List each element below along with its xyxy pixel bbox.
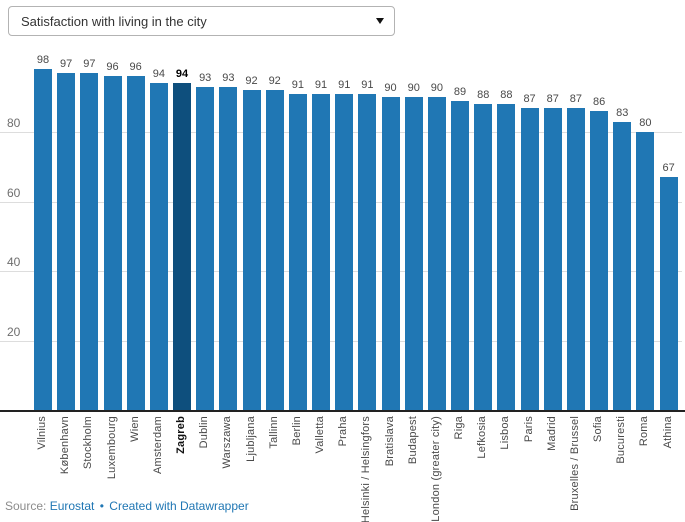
bar-Bucuresti[interactable] — [613, 121, 632, 410]
x-axis-label: Stockholm — [82, 416, 95, 470]
x-axis-label: Warszawa — [221, 416, 234, 469]
bar-value-label: 89 — [453, 85, 467, 98]
bar-Ljubljana[interactable] — [242, 90, 261, 410]
bar-value-label: 91 — [291, 78, 304, 91]
bar-Amsterdam[interactable] — [149, 83, 168, 410]
x-axis-label: Praha — [337, 416, 350, 447]
footer: Source: Eurostat • Created with Datawrap… — [5, 499, 249, 513]
x-axis-label: Roma — [638, 416, 651, 447]
bar-Praha[interactable] — [335, 93, 354, 410]
bar-value-label: 83 — [616, 106, 629, 119]
x-axis-label: Tallinn — [267, 416, 280, 449]
bar-value-label: 91 — [361, 78, 374, 91]
y-tick-label-60: 60 — [7, 185, 21, 200]
x-axis-label: Riga — [453, 416, 466, 440]
bar-value-label: 91 — [314, 78, 328, 91]
bar-value-label: 67 — [662, 162, 675, 175]
bar-Dublin[interactable] — [196, 86, 215, 410]
bar-value-label: 96 — [106, 61, 119, 74]
x-axis-label: Athina — [661, 416, 674, 449]
bar-Paris[interactable] — [520, 107, 539, 410]
bar-value-label: 96 — [129, 61, 142, 74]
bar-Berlin[interactable] — [288, 93, 307, 410]
bar-Riga[interactable] — [451, 100, 470, 410]
x-axis-label: Helsinki / Helsingfors — [360, 416, 373, 522]
bar-Tallinn[interactable] — [265, 90, 284, 410]
bar-value-label: 93 — [199, 71, 212, 84]
bar-Sofia[interactable] — [590, 111, 609, 410]
bar-value-label: 91 — [338, 78, 351, 91]
bar-Vilnius[interactable] — [34, 69, 52, 410]
bar-Madrid[interactable] — [543, 107, 562, 410]
bar-value-label: 94 — [152, 68, 165, 81]
x-axis-label: Lisboa — [499, 416, 512, 450]
bar-Helsinki / Helsingfors[interactable] — [358, 93, 377, 410]
x-axis-label: London (greater city) — [429, 416, 442, 522]
bar-Wien[interactable] — [126, 76, 145, 410]
bar-Valletta[interactable] — [312, 93, 331, 410]
metric-select-value: Satisfaction with living in the city — [21, 13, 207, 29]
bar-value-label: 87 — [523, 92, 536, 105]
bar-value-label: 90 — [407, 82, 420, 95]
x-axis-label: Berlin — [290, 416, 303, 446]
bar-value-label: 98 — [36, 54, 50, 67]
x-axis-label: Wien — [128, 416, 141, 442]
bar-value-label: 93 — [222, 71, 235, 84]
bar-Stockholm[interactable] — [80, 72, 99, 410]
x-axis-label: Ljubljana — [244, 416, 257, 462]
x-axis-label: Valletta — [314, 416, 327, 454]
x-axis-label: Luxembourg — [105, 416, 118, 480]
bar-value-label: 97 — [60, 57, 73, 70]
chevron-down-icon — [376, 18, 384, 24]
bar-value-label: 92 — [268, 75, 281, 88]
x-axis-line — [0, 410, 685, 412]
footer-separator: • — [99, 499, 104, 513]
bar-Budapest[interactable] — [404, 97, 423, 410]
x-axis-label: Lefkosia — [476, 416, 489, 459]
y-tick-label-40: 40 — [7, 255, 21, 269]
x-axis-label: Bratislava — [383, 416, 396, 467]
x-axis-label: Madrid — [545, 416, 558, 451]
bar-value-label: 87 — [546, 92, 559, 105]
metric-select[interactable]: Satisfaction with living in the city — [8, 6, 395, 36]
bar-København[interactable] — [57, 72, 76, 410]
bar-value-label: 97 — [83, 57, 96, 70]
x-axis-label: Amsterdam — [151, 416, 164, 475]
bar-Zagreb[interactable] — [173, 83, 192, 410]
bar-value-label: 88 — [500, 89, 513, 102]
x-axis-label: Bruxelles / Brussel — [568, 416, 581, 511]
bar-value-label: 87 — [569, 92, 583, 105]
bar-Roma[interactable] — [636, 132, 655, 410]
bar-value-label: 80 — [639, 117, 652, 129]
bar-Warszawa[interactable] — [219, 86, 238, 410]
source-link[interactable]: Eurostat — [49, 499, 95, 513]
bar-value-label: 90 — [430, 82, 443, 95]
x-axis-label: Sofia — [592, 416, 605, 443]
bar-value-label: 94 — [175, 68, 189, 81]
x-axis-label: Paris — [522, 416, 535, 443]
bar-Bratislava[interactable] — [381, 97, 400, 410]
y-tick-label-80: 80 — [7, 116, 21, 130]
x-axis-label: København — [59, 416, 72, 475]
x-axis-label: Bucuresti — [615, 416, 628, 464]
bar-Lisboa[interactable] — [497, 104, 516, 410]
x-axis-label: Vilnius — [36, 416, 48, 450]
bar-value-label: 92 — [245, 75, 258, 88]
y-tick-label-20: 20 — [7, 324, 21, 339]
bar-value-label: 90 — [384, 82, 397, 95]
bar-London (greater city)[interactable] — [427, 97, 446, 410]
source-label: Source: — [5, 499, 47, 513]
bar-value-label: 88 — [477, 89, 490, 102]
bar-value-label: 86 — [592, 96, 606, 109]
x-axis-label: Budapest — [406, 416, 419, 465]
bar-Bruxelles / Brussel[interactable] — [566, 107, 585, 410]
credit-link[interactable]: Created with Datawrapper — [109, 499, 249, 513]
bar-Athina[interactable] — [659, 177, 678, 410]
x-axis-label: Zagreb — [175, 416, 188, 454]
bar-Luxembourg[interactable] — [103, 76, 122, 410]
x-axis-label: Dublin — [198, 416, 211, 449]
bar-Lefkosia[interactable] — [474, 104, 493, 410]
